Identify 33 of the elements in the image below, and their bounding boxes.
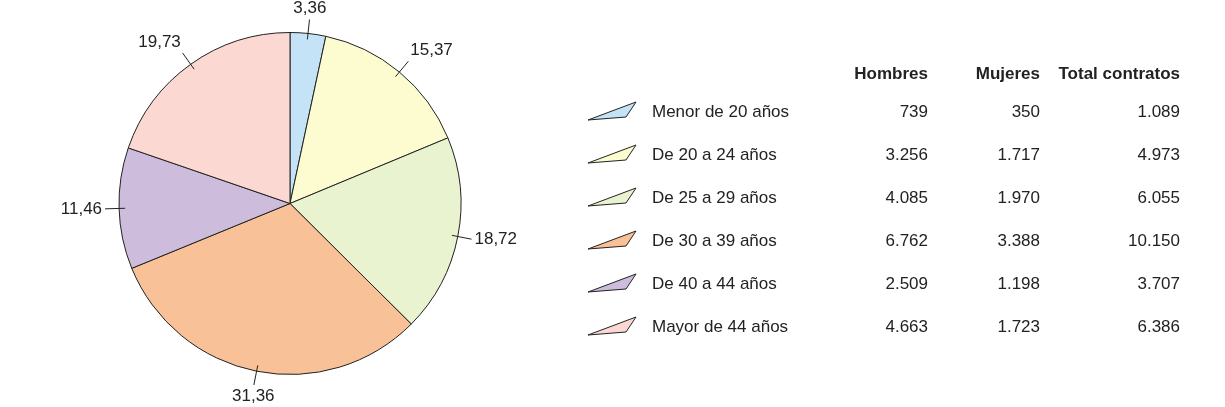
text: 1.198	[997, 273, 1040, 293]
text: 3.707	[1137, 273, 1180, 293]
legend-label: Mayor de 44 años	[652, 316, 789, 336]
data-label: 3,36	[293, 0, 327, 17]
text: 4.663	[885, 316, 928, 336]
legend-label: De 20 a 24 años	[652, 144, 777, 164]
text: 3.388	[997, 230, 1040, 250]
legend-label: De 30 a 39 años	[652, 230, 777, 250]
text: 10.150	[1128, 230, 1180, 250]
data-label: 11,46	[60, 198, 103, 218]
text: 1.717	[997, 144, 1040, 164]
legend-label: De 25 a 29 años	[652, 187, 777, 207]
legend-label: De 40 a 44 años	[652, 273, 777, 293]
text: 350	[1011, 101, 1040, 121]
text: 1.089	[1137, 101, 1180, 121]
data-label: 18,72	[474, 229, 518, 249]
data-label: 31,36	[231, 386, 275, 406]
text: 4.085	[885, 187, 928, 207]
text: 4.973	[1137, 144, 1180, 164]
category-label: Mujeres	[975, 63, 1040, 83]
text: 1.970	[997, 187, 1040, 207]
category-label: Total contratos	[1058, 63, 1180, 83]
text: 1.723	[997, 316, 1040, 336]
text: 739	[899, 101, 928, 121]
category-label: Hombres	[854, 63, 928, 83]
data-label: 15,37	[410, 40, 453, 60]
legend-label: Menor de 20 años	[652, 101, 790, 121]
text: 6.762	[885, 230, 928, 250]
text: 6.386	[1137, 316, 1180, 336]
text: 2.509	[885, 273, 928, 293]
text: 3.256	[885, 144, 928, 164]
text: 6.055	[1137, 187, 1180, 207]
data-label: 19,73	[138, 31, 181, 51]
